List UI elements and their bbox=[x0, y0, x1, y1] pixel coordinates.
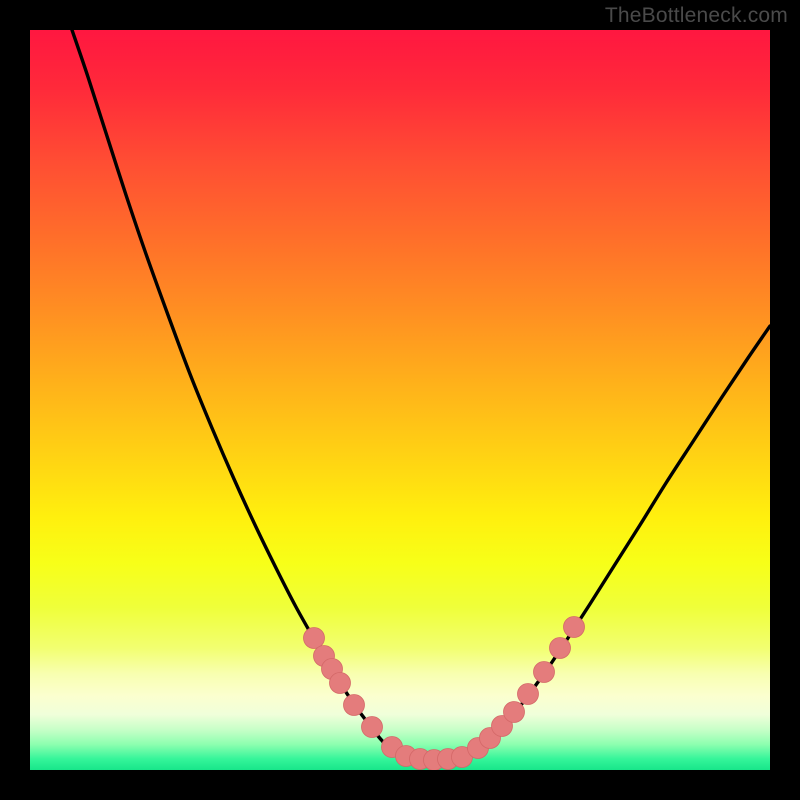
data-marker bbox=[362, 717, 383, 738]
data-marker bbox=[304, 628, 325, 649]
data-marker bbox=[504, 702, 525, 723]
chart-background bbox=[30, 30, 770, 770]
data-marker bbox=[518, 684, 539, 705]
chart-svg bbox=[30, 30, 770, 770]
data-marker bbox=[330, 673, 351, 694]
data-marker bbox=[534, 662, 555, 683]
watermark-text: TheBottleneck.com bbox=[605, 4, 788, 28]
data-marker bbox=[564, 617, 585, 638]
data-marker bbox=[344, 695, 365, 716]
data-marker bbox=[550, 638, 571, 659]
chart-plot-area bbox=[30, 30, 770, 770]
